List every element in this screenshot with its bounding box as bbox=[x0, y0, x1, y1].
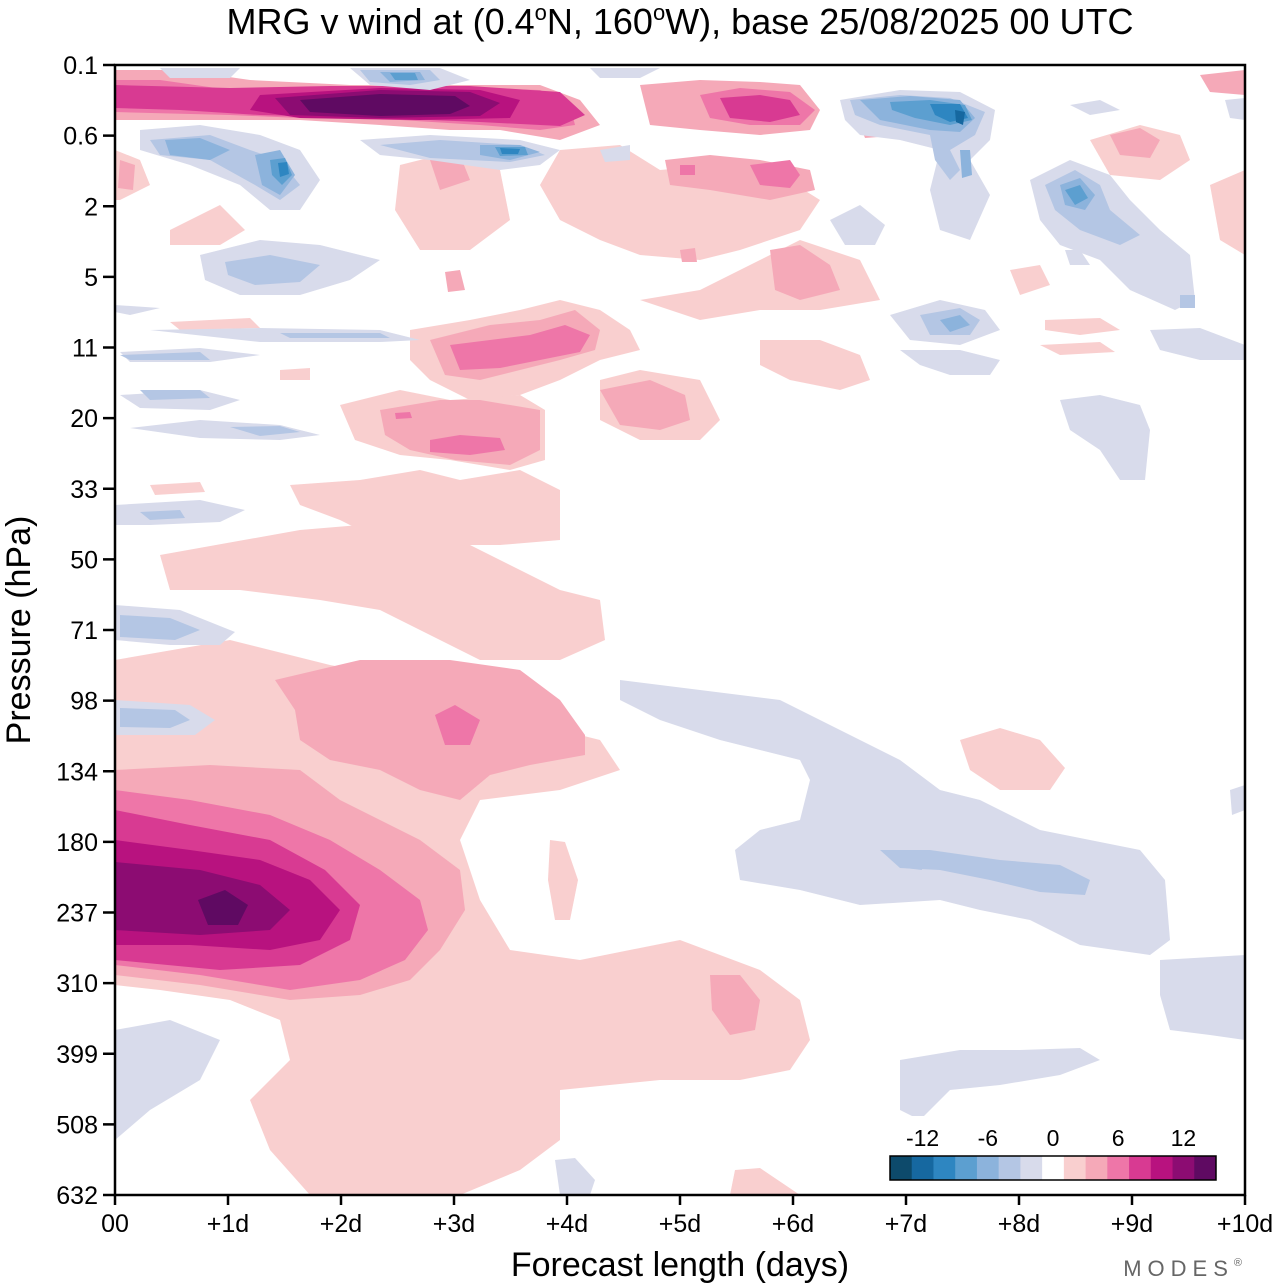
colorbar-swatch bbox=[1042, 1156, 1065, 1180]
colorbar-label: 6 bbox=[1112, 1125, 1125, 1151]
colorbar-swatch bbox=[1085, 1156, 1108, 1180]
y-tick-label: 180 bbox=[56, 829, 98, 857]
colorbar-swatch bbox=[1020, 1156, 1043, 1180]
y-tick-label: 632 bbox=[56, 1182, 98, 1210]
colorbar-label: 0 bbox=[1047, 1125, 1060, 1151]
colorbar-frame bbox=[889, 1155, 1217, 1181]
modes-logo: MODES® bbox=[1123, 1256, 1248, 1281]
y-tick-label: 20 bbox=[70, 405, 98, 433]
colorbar-label: -6 bbox=[978, 1125, 998, 1151]
contour-negative-6 bbox=[955, 110, 965, 125]
colorbar-swatch bbox=[1150, 1156, 1174, 1180]
y-tick-label: 310 bbox=[56, 970, 98, 998]
y-tick-label: 33 bbox=[70, 476, 98, 504]
x-axis: 00 +1d +2d +3d +4d +5d +6d +7d +8d +9d +10d bbox=[101, 1195, 1273, 1238]
colorbar-label: 12 bbox=[1171, 1125, 1197, 1151]
colorbar-swatch bbox=[1194, 1156, 1217, 1180]
y-tick-label: 50 bbox=[70, 546, 98, 574]
colorbar-swatch bbox=[890, 1156, 913, 1180]
colorbar-swatch bbox=[1107, 1156, 1130, 1180]
colorbar-swatch bbox=[1172, 1156, 1195, 1180]
colorbar-label: -12 bbox=[906, 1125, 939, 1151]
x-axis-label: Forecast length (days) bbox=[511, 1246, 849, 1284]
contour-positive-7 bbox=[198, 94, 470, 925]
x-tick-label: +7d bbox=[885, 1210, 927, 1238]
colorbar: -12 -6 0 6 12 bbox=[884, 1116, 1222, 1188]
x-tick-label: +10d bbox=[1217, 1210, 1273, 1238]
x-tick-label: +6d bbox=[772, 1210, 814, 1238]
y-axis: 0.1 0.6 2 5 11 20 33 50 71 98 134 180 237 310 399 508 63… bbox=[56, 52, 115, 1210]
y-tick-label: 508 bbox=[56, 1111, 98, 1139]
x-tick-label: +1d bbox=[207, 1210, 249, 1238]
y-tick-label: 98 bbox=[70, 688, 98, 716]
y-tick-label: 237 bbox=[56, 900, 98, 928]
x-tick-label: +5d bbox=[659, 1210, 701, 1238]
y-tick-label: 11 bbox=[72, 335, 98, 363]
y-tick-label: 0.6 bbox=[63, 123, 98, 151]
colorbar-swatch bbox=[933, 1156, 956, 1180]
x-tick-label: 00 bbox=[101, 1210, 129, 1238]
y-tick-label: 0.1 bbox=[63, 52, 98, 80]
y-tick-label: 5 bbox=[84, 264, 98, 292]
colorbar-swatch bbox=[998, 1156, 1021, 1180]
y-tick-label: 399 bbox=[56, 1041, 98, 1069]
colorbar-swatch bbox=[976, 1156, 1000, 1180]
colorbar-swatch bbox=[1063, 1156, 1087, 1180]
y-axis-label: Pressure (hPa) bbox=[0, 516, 38, 745]
x-tick-label: +2d bbox=[320, 1210, 362, 1238]
y-tick-label: 134 bbox=[56, 758, 98, 786]
colorbar-swatch bbox=[1129, 1156, 1152, 1180]
x-tick-label: +9d bbox=[1111, 1210, 1153, 1238]
colorbar-swatch bbox=[955, 1156, 978, 1180]
y-tick-label: 71 bbox=[70, 617, 98, 645]
chart-title: MRG v wind at (0.4oN, 160oW), base 25/08… bbox=[227, 0, 1134, 42]
plot-area bbox=[115, 65, 1245, 1195]
x-tick-label: +8d bbox=[998, 1210, 1040, 1238]
x-tick-label: +4d bbox=[546, 1210, 588, 1238]
colorbar-swatch bbox=[911, 1156, 934, 1180]
x-tick-label: +3d bbox=[433, 1210, 475, 1238]
y-tick-label: 2 bbox=[84, 193, 98, 221]
